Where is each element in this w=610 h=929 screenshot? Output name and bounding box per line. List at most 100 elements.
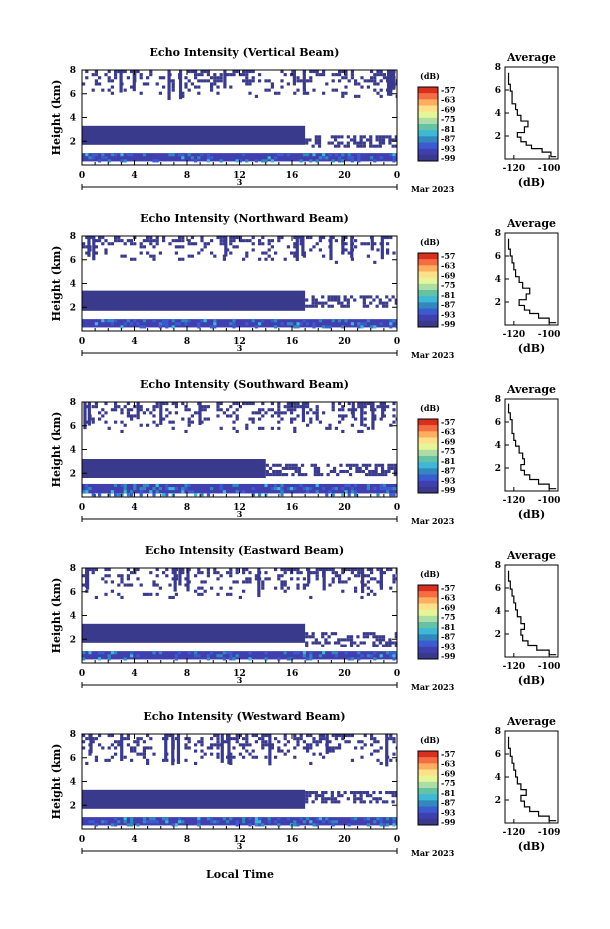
echo-cell	[376, 73, 380, 77]
echo-cell	[394, 144, 397, 148]
echo-cell	[264, 79, 268, 83]
x-tick-label: 0	[394, 503, 400, 513]
echo-cell	[104, 420, 108, 424]
echo-cell	[378, 797, 382, 801]
echo-cell	[190, 254, 194, 258]
echo-cell	[155, 583, 159, 587]
echo-cell	[258, 426, 262, 430]
echo-cell	[353, 641, 357, 645]
echo-cell	[114, 73, 118, 77]
echo-cell	[337, 791, 341, 795]
echo-cell	[392, 156, 396, 160]
echo-cell	[222, 740, 226, 744]
echo-cell	[139, 737, 143, 741]
echo-cell	[359, 797, 363, 801]
echo-cell	[165, 574, 169, 578]
profile-y-tick-label: 8	[495, 727, 501, 737]
echo-cell	[229, 657, 233, 661]
profile-title: Average	[506, 715, 556, 728]
echo-cell	[133, 319, 137, 323]
echo-cell	[206, 493, 210, 497]
echo-cell	[309, 820, 313, 824]
echo-cell	[315, 571, 319, 575]
echo-cell	[356, 141, 360, 145]
echo-cell	[222, 490, 226, 494]
echo-cell	[331, 319, 335, 323]
echo-cell	[373, 159, 377, 163]
echo-cell	[98, 493, 102, 497]
echo-cell	[392, 153, 396, 157]
echo-cell	[136, 322, 140, 326]
echo-cell	[350, 734, 354, 738]
echo-cell	[261, 408, 265, 412]
echo-cell	[114, 746, 118, 750]
echo-cell	[374, 466, 378, 470]
echo-cell	[251, 236, 255, 240]
echo-cell	[91, 417, 95, 421]
echo-cell	[120, 577, 124, 581]
echo-cell	[379, 156, 383, 160]
echo-cell	[293, 823, 297, 827]
echo-cell	[321, 644, 325, 648]
echo-cell	[389, 586, 393, 590]
echo-cell	[317, 641, 322, 645]
echo-cell	[104, 239, 108, 243]
echo-cell	[216, 820, 220, 824]
colorbar-tick-label: -69	[441, 270, 456, 280]
echo-cell	[293, 402, 297, 406]
echo-cell	[330, 135, 334, 139]
echo-cell	[85, 245, 89, 249]
echo-cell	[194, 651, 198, 655]
echo-cell	[315, 408, 319, 412]
echo-cell	[245, 737, 249, 741]
echo-cell	[216, 654, 220, 658]
colorbar-swatch	[418, 449, 438, 457]
echo-streak	[171, 734, 175, 766]
echo-cell	[194, 654, 198, 658]
echo-cell	[299, 236, 303, 240]
y-tick-label: 8	[70, 66, 76, 76]
echo-cell	[350, 70, 354, 74]
echo-cell	[392, 737, 396, 741]
echo-cell	[174, 402, 178, 406]
echo-cell	[392, 580, 396, 584]
echo-cell	[390, 466, 394, 470]
echo-cell	[328, 153, 332, 157]
echo-cell	[299, 79, 303, 83]
echo-cell	[338, 79, 342, 83]
echo-cell	[277, 657, 281, 661]
echo-cell	[139, 251, 143, 255]
echo-cell	[312, 737, 316, 741]
echo-cell	[344, 91, 348, 95]
echo-cell	[314, 138, 318, 142]
echo-cell	[333, 144, 338, 148]
profile-y-tick-label: 6	[495, 86, 501, 96]
echo-cell	[184, 76, 188, 80]
colorbar-swatch	[418, 788, 438, 795]
echo-cell	[130, 749, 134, 753]
echo-cell	[126, 414, 130, 418]
echo-cell	[123, 88, 127, 92]
echo-cell	[330, 295, 334, 299]
echo-cell	[104, 156, 108, 160]
echo-cell	[349, 138, 354, 142]
echo-cell	[184, 737, 188, 741]
echo-cell	[379, 417, 383, 421]
echo-cell	[267, 239, 271, 243]
echo-cell	[126, 823, 130, 827]
colorbar-unit: (dB)	[420, 403, 440, 413]
echo-cell	[341, 589, 345, 593]
echo-cell	[395, 651, 397, 655]
echo-cell	[178, 245, 182, 249]
echo-cell	[328, 490, 332, 494]
echo-cell	[213, 82, 217, 86]
colorbar-swatch	[418, 154, 438, 162]
echo-cell	[120, 580, 124, 584]
profile-x-tick-label: -100	[538, 330, 561, 340]
echo-cell	[190, 420, 194, 424]
echo-cell	[360, 242, 364, 246]
echo-cell	[376, 82, 380, 86]
echo-cell	[210, 251, 214, 255]
echo-cell	[254, 325, 258, 329]
echo-cell	[331, 580, 335, 584]
